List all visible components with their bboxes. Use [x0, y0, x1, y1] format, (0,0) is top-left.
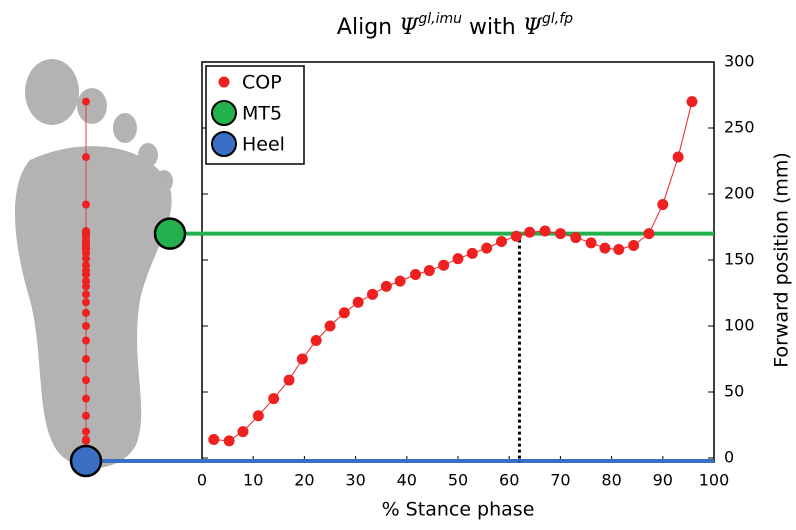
- title-superscript: gl,imu: [418, 11, 462, 27]
- cop-point: [283, 374, 295, 386]
- x-tick-label: 50: [448, 471, 468, 490]
- title-symbol: Ψ: [523, 15, 543, 40]
- cop-point: [366, 288, 378, 300]
- y-tick-label: 0: [724, 448, 734, 467]
- foot-cop-dot: [82, 153, 90, 162]
- cop-point: [423, 265, 435, 277]
- foot-cop-dot: [82, 322, 90, 330]
- cop-point: [438, 259, 450, 271]
- cop-point: [338, 307, 350, 319]
- cop-point: [643, 228, 655, 240]
- chart-title: Align Ψgl,imu with Ψgl,fp: [337, 11, 573, 40]
- cop-point: [657, 199, 669, 211]
- x-tick-label: 30: [345, 471, 365, 490]
- cop-point: [237, 426, 249, 438]
- x-tick-label: 90: [653, 471, 673, 490]
- cop-point: [410, 269, 422, 281]
- cop-point: [599, 242, 611, 254]
- legend-marker: [211, 100, 237, 126]
- legend-label: MT5: [242, 103, 282, 125]
- cop-point: [466, 247, 478, 259]
- foot-cop-dot: [82, 261, 90, 270]
- cop-point: [252, 410, 264, 422]
- cop-point: [539, 225, 551, 237]
- foot-cop-dot: [82, 411, 90, 420]
- x-axis-label: % Stance phase: [382, 499, 535, 521]
- foot-cop-dot: [82, 336, 90, 345]
- foot-cop-dot: [82, 427, 90, 436]
- cop-point: [686, 96, 698, 108]
- toe: [77, 88, 107, 124]
- cop-point: [524, 226, 536, 238]
- cop-point: [510, 230, 522, 242]
- foot: [14, 59, 173, 468]
- mt5-marker: [153, 217, 187, 250]
- cop-point: [672, 151, 684, 163]
- foot-cop-dot: [82, 229, 90, 238]
- title-symbol: Ψ: [399, 15, 419, 40]
- foot-cop-dot: [82, 376, 90, 385]
- y-tick-label: 50: [724, 382, 744, 401]
- cop-point: [296, 353, 308, 365]
- x-tick-label: 100: [699, 471, 730, 490]
- x-tick-label: 40: [397, 471, 417, 490]
- foot-cop-dot: [82, 277, 90, 286]
- legend-label: Heel: [242, 134, 285, 156]
- y-tick-label: 250: [724, 118, 755, 137]
- foot-cop-dot: [82, 241, 90, 250]
- cop-point: [585, 237, 597, 249]
- cop-point: [223, 435, 235, 447]
- y-tick-label: 300: [724, 52, 755, 71]
- x-tick-label: 10: [243, 471, 263, 490]
- x-tick-label: 80: [601, 471, 621, 490]
- foot-cop-dot: [82, 308, 90, 317]
- legend-marker: [218, 76, 230, 88]
- y-tick-label: 200: [724, 184, 755, 203]
- cop-point: [380, 280, 392, 292]
- title-text: with: [462, 15, 523, 40]
- toe: [25, 59, 79, 125]
- y-tick-label: 150: [724, 250, 755, 269]
- x-tick-label: 20: [294, 471, 314, 490]
- cop-point: [481, 242, 493, 254]
- cop-point: [268, 393, 280, 405]
- heel-marker: [69, 444, 103, 478]
- foot-cop-dot: [82, 394, 90, 403]
- foot-cop-dot: [82, 355, 90, 363]
- foot-cop-dot: [82, 298, 90, 307]
- cop-point: [324, 320, 336, 332]
- cop-point: [613, 243, 625, 255]
- cop-point: [570, 232, 582, 244]
- cop-point: [496, 236, 508, 248]
- x-tick-label: 0: [197, 471, 207, 490]
- cop-line: [213, 101, 693, 442]
- cop-point: [554, 228, 566, 240]
- foot-cop-dot: [82, 436, 90, 445]
- sole: [14, 146, 172, 468]
- foot-cop-dot: [82, 290, 90, 299]
- foot-cop-dot: [82, 200, 90, 209]
- y-tick-label: 100: [724, 316, 755, 335]
- cop-point: [352, 296, 364, 308]
- legend-marker: [211, 131, 237, 157]
- cop-point: [208, 434, 220, 446]
- y-axis-label: Forward position (mm): [771, 152, 793, 368]
- title-text: Align: [337, 15, 399, 40]
- cop-point: [394, 275, 406, 287]
- cop-point: [452, 253, 464, 265]
- title-superscript: gl,fp: [542, 11, 573, 27]
- cop-point: [310, 335, 322, 347]
- legend-label: COP: [242, 72, 282, 94]
- foot-cop-dot: [82, 97, 90, 106]
- cop-point: [628, 239, 640, 251]
- x-tick-label: 70: [550, 471, 570, 490]
- toe: [113, 113, 137, 143]
- x-tick-label: 60: [499, 471, 519, 490]
